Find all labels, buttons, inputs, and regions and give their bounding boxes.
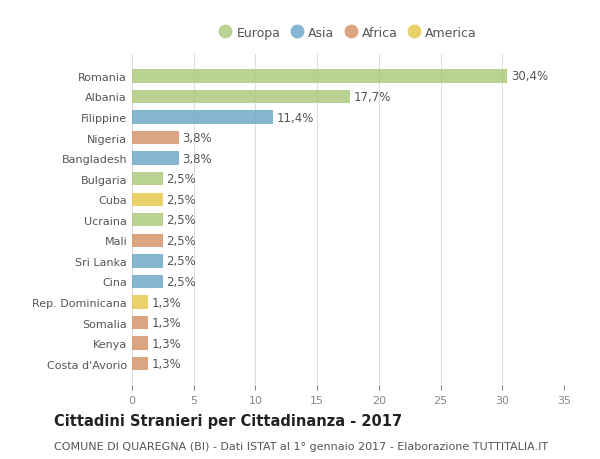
- Bar: [132, 173, 163, 186]
- Text: Cittadini Stranieri per Cittadinanza - 2017: Cittadini Stranieri per Cittadinanza - 2…: [54, 413, 402, 428]
- Text: 2,5%: 2,5%: [167, 255, 196, 268]
- Bar: [132, 357, 148, 370]
- Bar: [132, 90, 350, 104]
- Bar: [132, 296, 148, 309]
- Bar: [132, 234, 163, 247]
- Bar: [132, 316, 148, 330]
- Text: 2,5%: 2,5%: [167, 214, 196, 227]
- Text: 2,5%: 2,5%: [167, 235, 196, 247]
- Text: 2,5%: 2,5%: [167, 275, 196, 288]
- Bar: [132, 70, 507, 84]
- Text: 11,4%: 11,4%: [277, 111, 314, 124]
- Text: 2,5%: 2,5%: [167, 193, 196, 206]
- Text: 1,3%: 1,3%: [152, 316, 181, 330]
- Text: 3,8%: 3,8%: [182, 152, 212, 165]
- Bar: [132, 255, 163, 268]
- Text: 17,7%: 17,7%: [354, 91, 392, 104]
- Bar: [132, 337, 148, 350]
- Text: COMUNE DI QUAREGNA (BI) - Dati ISTAT al 1° gennaio 2017 - Elaborazione TUTTITALI: COMUNE DI QUAREGNA (BI) - Dati ISTAT al …: [54, 441, 548, 451]
- Legend: Europa, Asia, Africa, America: Europa, Asia, Africa, America: [214, 22, 482, 45]
- Text: 3,8%: 3,8%: [182, 132, 212, 145]
- Text: 1,3%: 1,3%: [152, 358, 181, 370]
- Text: 2,5%: 2,5%: [167, 173, 196, 186]
- Bar: [132, 111, 273, 124]
- Bar: [132, 275, 163, 289]
- Text: 30,4%: 30,4%: [511, 70, 548, 83]
- Bar: [132, 152, 179, 165]
- Bar: [132, 213, 163, 227]
- Bar: [132, 193, 163, 207]
- Bar: [132, 132, 179, 145]
- Text: 1,3%: 1,3%: [152, 337, 181, 350]
- Text: 1,3%: 1,3%: [152, 296, 181, 309]
